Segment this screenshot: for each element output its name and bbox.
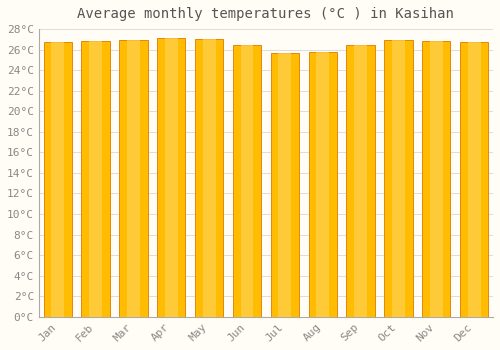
Bar <box>316 52 329 317</box>
Bar <box>233 46 261 317</box>
Bar <box>270 53 299 317</box>
Bar <box>346 46 375 317</box>
Bar <box>384 40 412 317</box>
Bar <box>308 52 337 317</box>
Bar <box>89 41 102 317</box>
Bar <box>127 40 140 317</box>
Bar <box>240 46 254 317</box>
Bar <box>157 38 186 317</box>
Bar <box>195 39 224 317</box>
Bar <box>278 53 291 317</box>
Bar <box>422 41 450 317</box>
Bar <box>392 40 405 317</box>
Bar <box>119 40 148 317</box>
Bar <box>430 41 442 317</box>
Bar <box>82 41 110 317</box>
Title: Average monthly temperatures (°C ) in Kasihan: Average monthly temperatures (°C ) in Ka… <box>78 7 454 21</box>
Bar <box>44 42 72 317</box>
Bar <box>52 42 64 317</box>
Bar <box>460 42 488 317</box>
Bar <box>354 46 367 317</box>
Bar <box>203 39 215 317</box>
Bar <box>165 38 177 317</box>
Bar <box>468 42 480 317</box>
